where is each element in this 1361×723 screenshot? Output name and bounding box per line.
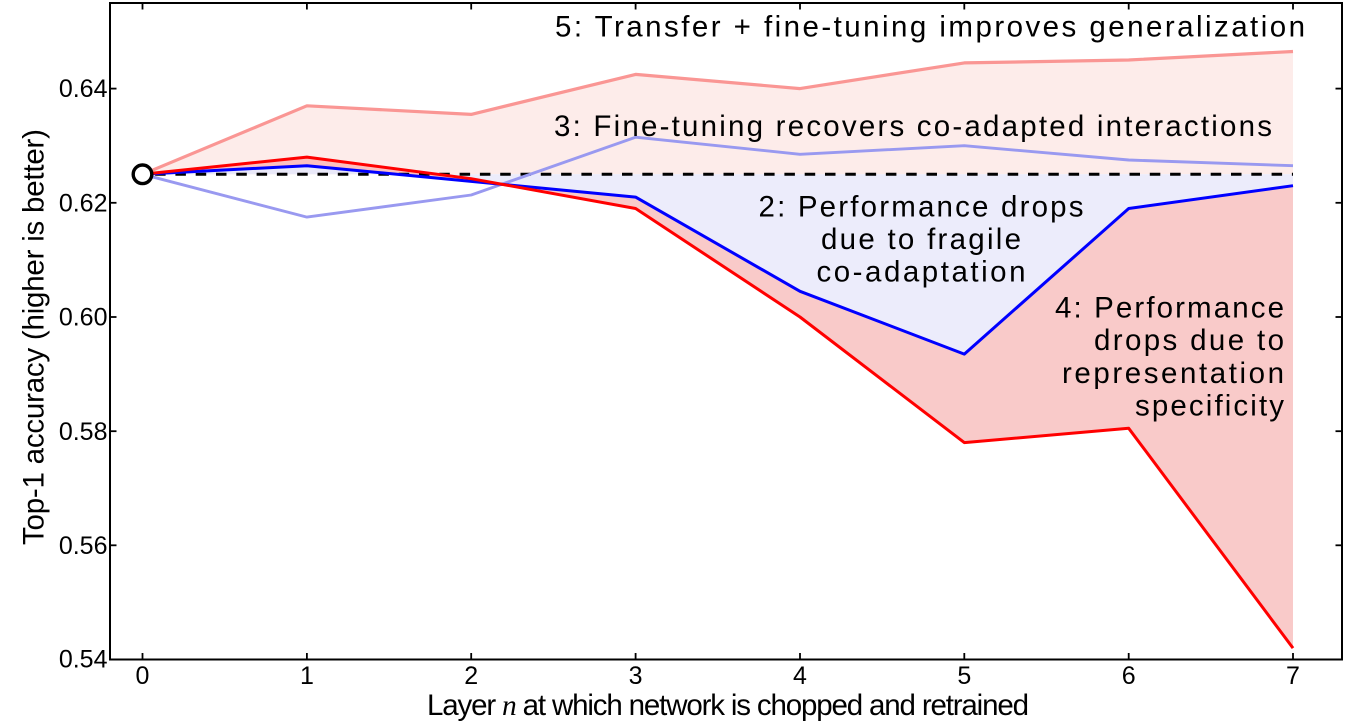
svg-text:0.60: 0.60 [59,304,108,332]
svg-text:due to fragile: due to fragile [821,223,1021,256]
svg-text:representation: representation [1062,357,1284,390]
svg-text:0.56: 0.56 [59,532,108,560]
svg-text:4: 4 [793,662,807,690]
svg-text:4: Performance: 4: Performance [1055,291,1284,324]
svg-text:0.62: 0.62 [59,189,108,217]
svg-text:3: 3 [629,662,643,690]
svg-text:Top-1 accuracy (higher is bett: Top-1 accuracy (higher is better) [18,129,51,545]
svg-text:2: 2 [464,662,478,690]
svg-text:Layer n at which network is ch: Layer n at which network is chopped and … [427,689,1029,722]
svg-text:specificity: specificity [1135,390,1284,423]
svg-text:0.54: 0.54 [59,646,108,674]
svg-text:5: 5 [957,662,971,690]
svg-text:0.58: 0.58 [59,418,108,446]
svg-text:7: 7 [1286,662,1300,690]
svg-text:co-adaptation: co-adaptation [817,255,1026,288]
svg-text:0.64: 0.64 [59,75,108,103]
svg-text:2: Performance drops: 2: Performance drops [759,190,1084,223]
svg-text:1: 1 [300,662,314,690]
svg-text:6: 6 [1122,662,1136,690]
svg-text:5: Transfer + fine-tuning impr: 5: Transfer + fine-tuning improves gener… [555,11,1305,44]
svg-text:0: 0 [136,662,150,690]
svg-text:3: Fine-tuning recovers co-ada: 3: Fine-tuning recovers co-adapted inter… [554,110,1272,143]
